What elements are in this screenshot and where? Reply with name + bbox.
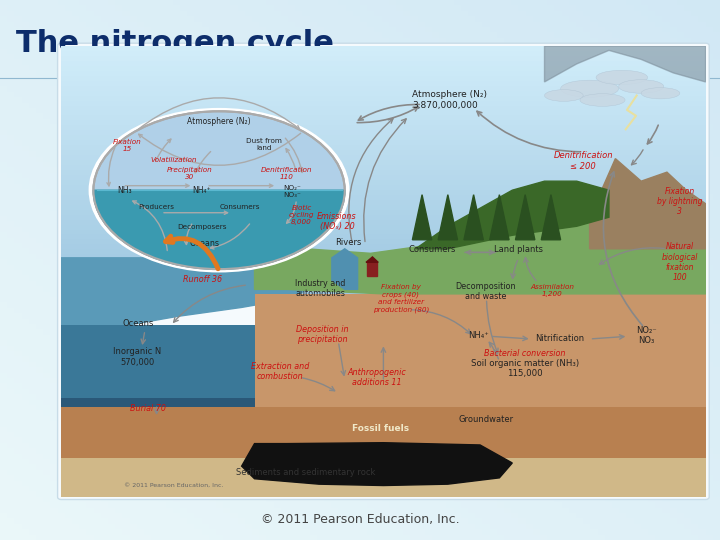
Ellipse shape [596, 70, 647, 85]
Text: Atmosphere (N₂): Atmosphere (N₂) [187, 117, 251, 126]
Text: Fixation
15: Fixation 15 [113, 139, 142, 152]
Ellipse shape [642, 87, 680, 99]
Polygon shape [94, 190, 345, 269]
Polygon shape [438, 195, 457, 240]
Polygon shape [242, 443, 513, 485]
Text: Deposition in
precipitation: Deposition in precipitation [296, 325, 348, 344]
Text: Atmosphere (N₂)
3,870,000,000: Atmosphere (N₂) 3,870,000,000 [413, 90, 487, 110]
Text: NH₃: NH₃ [117, 186, 132, 195]
Text: Extraction and
combustion: Extraction and combustion [251, 362, 310, 381]
Text: NO₂⁻
NO₃: NO₂⁻ NO₃ [636, 326, 657, 345]
Text: Industry and
automobiles: Industry and automobiles [295, 279, 346, 298]
Ellipse shape [580, 94, 625, 106]
Polygon shape [516, 195, 535, 240]
Bar [61, 458, 706, 497]
Text: Decomposers: Decomposers [177, 224, 226, 230]
Polygon shape [490, 195, 509, 240]
Text: Dust from
land: Dust from land [246, 138, 282, 151]
Text: NH₄⁺: NH₄⁺ [469, 331, 489, 340]
Text: Producers: Producers [138, 204, 174, 210]
Text: Runoff 36: Runoff 36 [184, 275, 222, 284]
Text: Fixation by
crops (40)
and fertilizer
production (80): Fixation by crops (40) and fertilizer pr… [373, 284, 429, 313]
Text: Assimilation
1,200: Assimilation 1,200 [530, 284, 575, 297]
Text: Fixation
by lightning
3: Fixation by lightning 3 [657, 186, 703, 217]
Bar [61, 397, 306, 497]
Polygon shape [544, 46, 706, 82]
Text: Decomposition
and waste: Decomposition and waste [455, 282, 516, 301]
Text: Fossil fuels: Fossil fuels [351, 424, 409, 433]
Ellipse shape [89, 108, 350, 273]
Text: Bacterial conversion: Bacterial conversion [485, 349, 566, 358]
Polygon shape [590, 159, 706, 249]
Text: © 2011 Pearson Education, Inc.: © 2011 Pearson Education, Inc. [125, 483, 224, 488]
Text: NH₄⁺: NH₄⁺ [192, 186, 211, 195]
Polygon shape [541, 195, 561, 240]
Ellipse shape [618, 80, 664, 93]
Text: Land plants: Land plants [494, 245, 543, 254]
Text: Burial 70: Burial 70 [130, 404, 166, 414]
Text: Groundwater: Groundwater [459, 415, 514, 424]
FancyBboxPatch shape [58, 43, 709, 500]
Text: Sediments and sedimentary rock: Sediments and sedimentary rock [236, 468, 376, 476]
Text: Emissions
(NOₓ) 20: Emissions (NOₓ) 20 [318, 212, 357, 232]
Bar [61, 407, 706, 497]
Text: Rivers: Rivers [335, 238, 361, 247]
Text: Consumers: Consumers [220, 204, 261, 210]
Text: NO₂⁻
NO₃⁻: NO₂⁻ NO₃⁻ [283, 185, 301, 198]
Ellipse shape [94, 111, 345, 269]
Polygon shape [415, 181, 609, 249]
Polygon shape [367, 262, 377, 276]
Text: © 2011 Pearson Education, Inc.: © 2011 Pearson Education, Inc. [261, 513, 459, 526]
Ellipse shape [561, 80, 618, 97]
Text: Volatilization: Volatilization [150, 157, 197, 163]
Polygon shape [61, 258, 319, 339]
Polygon shape [255, 204, 706, 294]
Text: Nitrification: Nitrification [535, 334, 584, 342]
Bar [61, 326, 306, 416]
Text: Natural
biological
fixation
100: Natural biological fixation 100 [662, 242, 698, 282]
Polygon shape [464, 195, 483, 240]
Text: Inorganic N
570,000: Inorganic N 570,000 [113, 347, 161, 367]
Text: Oceans: Oceans [123, 319, 154, 328]
Text: Soil organic matter (NH₃)
115,000: Soil organic matter (NH₃) 115,000 [471, 359, 579, 378]
Text: Precipitation
30: Precipitation 30 [167, 166, 213, 180]
Text: The nitrogen cycle: The nitrogen cycle [16, 29, 333, 58]
Text: Denitrification
110: Denitrification 110 [261, 166, 312, 180]
Polygon shape [332, 249, 358, 289]
Polygon shape [413, 195, 432, 240]
Ellipse shape [544, 90, 583, 102]
Polygon shape [366, 257, 378, 262]
Text: Oceans: Oceans [189, 239, 220, 248]
Bar [255, 294, 706, 416]
Text: Denitrification
≤ 200: Denitrification ≤ 200 [554, 151, 613, 171]
Text: Biotic
cycling
8,000: Biotic cycling 8,000 [289, 205, 315, 225]
Text: Anthropogenic
additions 11: Anthropogenic additions 11 [348, 368, 406, 387]
Text: Consumers: Consumers [408, 245, 456, 254]
